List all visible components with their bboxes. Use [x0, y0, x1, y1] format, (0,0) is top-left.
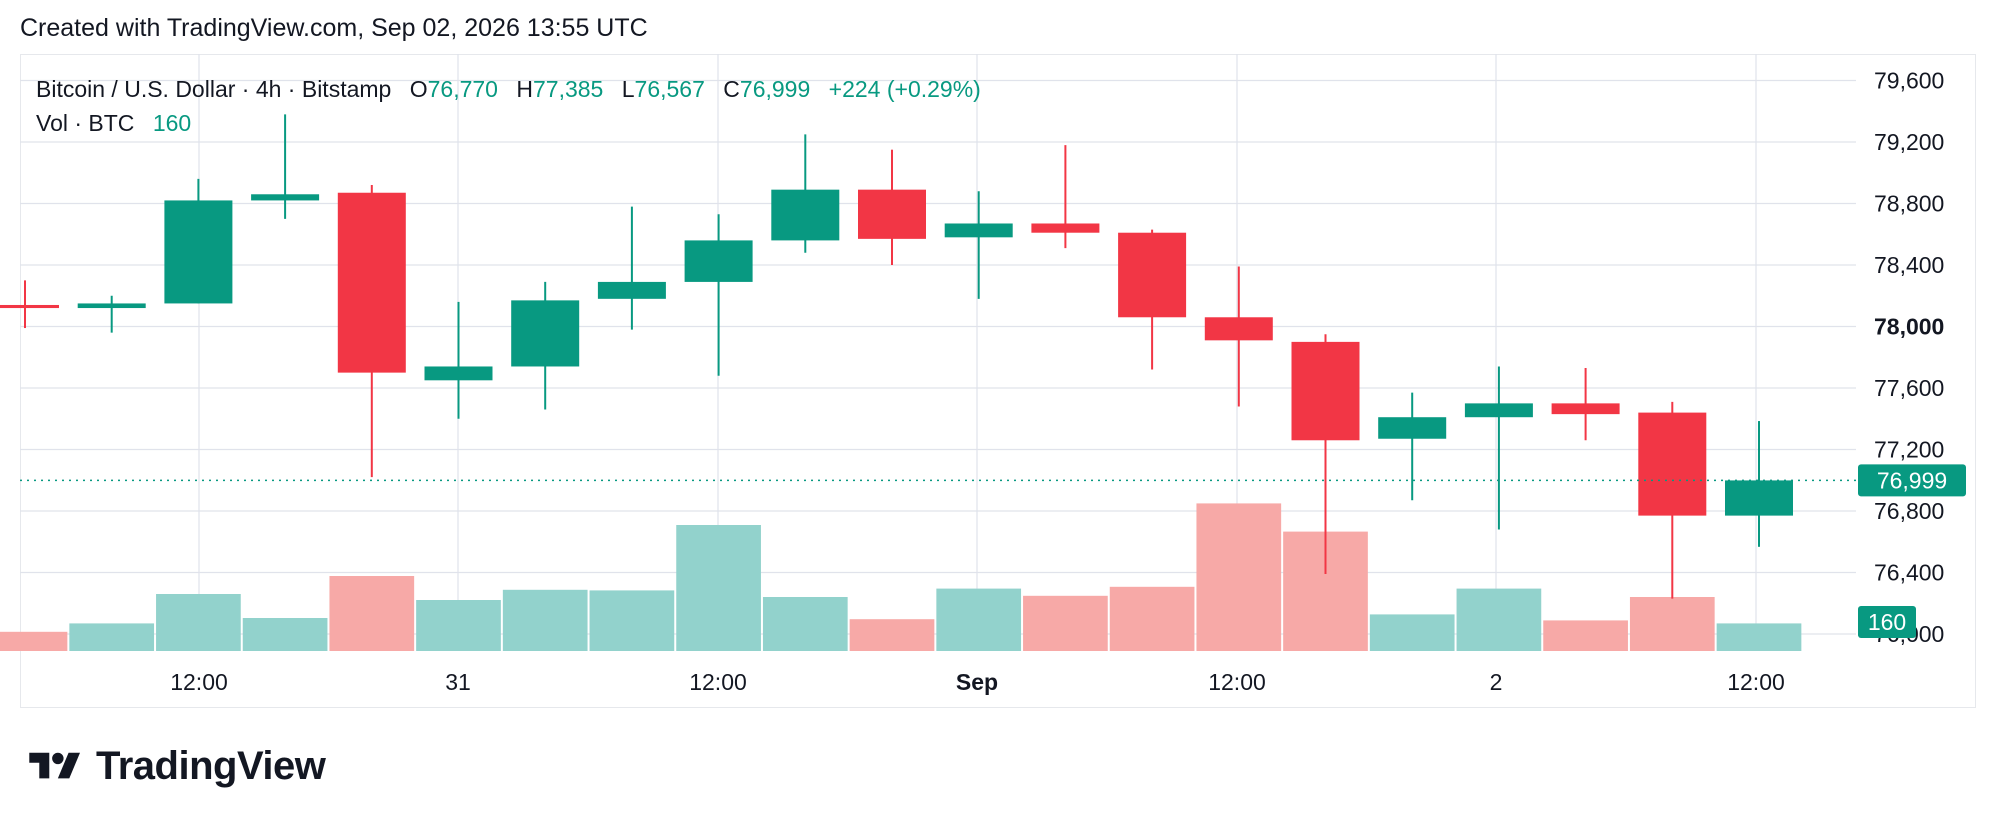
candle-body: [1031, 223, 1100, 233]
candle-body: [511, 300, 580, 367]
axis-layer: 79,600 79,200 78,800 78,400 78,000 77,600 77,2…: [170, 68, 1944, 696]
legend-high-label: H: [516, 76, 533, 102]
x-tick-label: 12:00: [1727, 669, 1785, 695]
volume-tag-background: [1858, 606, 1916, 638]
legend-open-label: O: [409, 76, 428, 102]
legend-close-value: 76,999: [739, 76, 811, 102]
candle-body: [597, 281, 666, 299]
y-tick-label: 79,600: [1874, 68, 1944, 94]
volume-bar: [1716, 623, 1802, 651]
y-tick-label: 76,800: [1874, 498, 1944, 524]
x-tick-label: 12:00: [170, 669, 228, 695]
volume-bar: [1196, 503, 1282, 651]
candle-body: [1464, 403, 1533, 418]
volume-bar: [1543, 620, 1628, 651]
x-tick-label: 31: [445, 669, 471, 695]
legend-close-label: C: [723, 76, 740, 102]
candle-body: [424, 366, 493, 381]
volume-bar: [1023, 595, 1108, 651]
candle-body: [858, 189, 926, 239]
candle-body: [771, 189, 840, 241]
candle-body: [337, 192, 406, 373]
legend-low-label: L: [621, 76, 635, 102]
legend-symbol: Bitcoin / U.S. Dollar · 4h · Bitstamp: [36, 76, 392, 102]
last-volume-label: 160: [1868, 609, 1906, 635]
volume-bar: [242, 618, 328, 651]
volume-bar: [1369, 614, 1455, 651]
volume-bar: [1629, 597, 1715, 651]
x-tick-label: 12:00: [1208, 669, 1266, 695]
y-tick-label: 78,400: [1874, 252, 1944, 278]
y-tick-label: 78,000: [1874, 314, 1944, 340]
chart-caption: Created with TradingView.com, Sep 02, 20…: [20, 14, 648, 42]
candle-body: [0, 304, 59, 309]
label-layer: 76,999 160: [20, 464, 1966, 638]
tradingview-logo-text: TradingView: [96, 744, 326, 788]
x-tick-label: Sep: [956, 669, 998, 695]
y-tick-label: 79,200: [1874, 129, 1944, 155]
candle-body: [1551, 403, 1620, 415]
candlestick-chart[interactable]: 79,600 79,200 78,800 78,400 78,000 77,600 77,2…: [0, 0, 1996, 720]
candle-body: [77, 303, 146, 309]
volume-bar: [0, 631, 68, 651]
candle-body: [1118, 232, 1187, 318]
legend-volume-label: Vol · BTC: [36, 110, 135, 136]
candle-body: [1378, 417, 1447, 439]
volume-bar: [676, 525, 761, 651]
x-tick-label: 12:00: [689, 669, 747, 695]
chart-frame: [20, 54, 1976, 708]
legend-low-value: 76,567: [634, 76, 705, 102]
volume-layer: [0, 503, 1802, 651]
candle-body: [1204, 317, 1273, 341]
volume-bar: [69, 623, 155, 651]
candle-body: [1291, 341, 1360, 441]
legend-change: +224 (+0.29%): [828, 76, 981, 102]
volume-bar: [502, 589, 588, 651]
volume-bar: [849, 619, 935, 651]
y-tick-label: 78,800: [1874, 191, 1944, 217]
grid-layer: [20, 54, 1856, 651]
tradingview-logo[interactable]: TradingView: [24, 744, 326, 789]
candle-body: [1725, 480, 1793, 516]
volume-bar: [589, 590, 675, 651]
legend-volume-value: 160: [152, 110, 192, 136]
legend-ohlc-row: Bitcoin / U.S. Dollar · 4h · Bitstamp O7…: [36, 72, 981, 106]
candle-body: [944, 223, 1013, 238]
y-tick-label: 77,200: [1874, 437, 1944, 463]
volume-bar: [416, 600, 501, 651]
tradingview-logo-icon: [29, 752, 80, 778]
y-tick-label: 77,600: [1874, 375, 1944, 401]
x-tick-label: 2: [1490, 669, 1503, 695]
legend-open-value: 76,770: [427, 76, 498, 102]
last-price-label: 76,999: [1877, 467, 1947, 493]
candle-body: [1638, 412, 1707, 516]
candle-layer: [0, 114, 1793, 599]
volume-bar: [936, 588, 1022, 651]
price-tag-background: [1858, 464, 1966, 497]
volume-bar: [762, 597, 848, 651]
y-tick-label: 76,400: [1874, 560, 1944, 586]
volume-bar: [1109, 586, 1195, 651]
candle-body: [684, 240, 753, 282]
legend-volume-row: Vol · BTC 160: [36, 106, 981, 140]
chart-legend: Bitcoin / U.S. Dollar · 4h · Bitstamp O7…: [36, 72, 981, 140]
volume-bar: [156, 594, 241, 651]
candle-body: [164, 200, 233, 304]
candle-body: [251, 194, 320, 201]
volume-bar: [1456, 588, 1542, 651]
volume-bar: [329, 576, 415, 651]
legend-high-value: 77,385: [533, 76, 604, 102]
